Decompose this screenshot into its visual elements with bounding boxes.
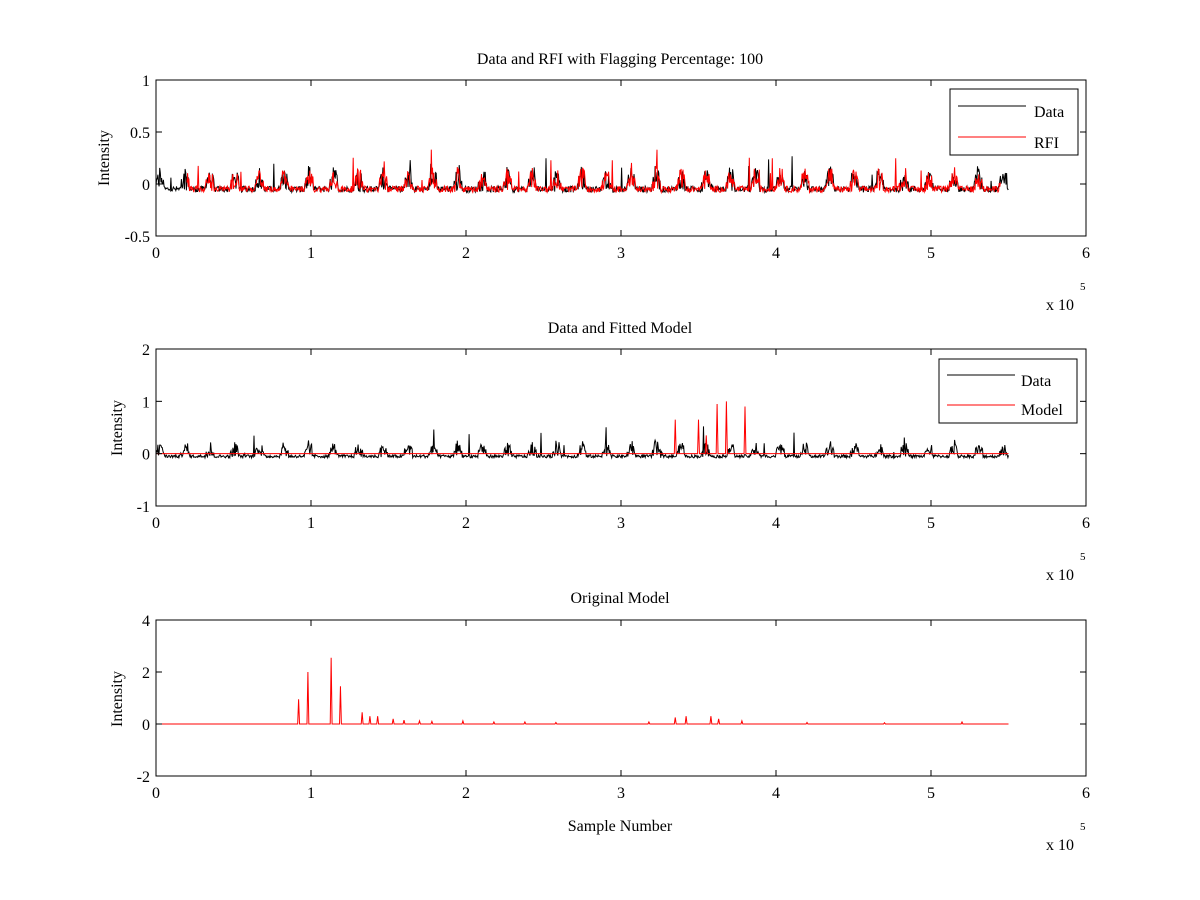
x-tick-label: 3 bbox=[617, 515, 625, 532]
x-tick-label: 5 bbox=[927, 245, 935, 262]
subplot-title: Data and Fitted Model bbox=[548, 320, 693, 337]
y-tick-label: 1 bbox=[142, 73, 150, 90]
legend-entry-data: Data bbox=[1021, 373, 1051, 390]
subplot-original-model: Original Model Intensity Sample Number 0… bbox=[109, 590, 1090, 854]
y-tick-label: 0 bbox=[142, 177, 150, 194]
x-tick-label: 2 bbox=[462, 785, 470, 802]
series-line-model bbox=[156, 657, 1009, 725]
x-multiplier-exponent: 5 bbox=[1080, 551, 1086, 563]
series-line-data bbox=[156, 426, 1009, 460]
legend-entry-model: Model bbox=[1021, 402, 1063, 419]
y-tick-label: 0 bbox=[142, 717, 150, 734]
x-tick-label: 6 bbox=[1082, 515, 1090, 532]
x-multiplier-base: x 10 bbox=[1046, 297, 1074, 314]
y-axis-label: Intensity bbox=[109, 671, 126, 727]
legend: Data Model bbox=[938, 358, 1078, 424]
x-tick-label: 4 bbox=[772, 785, 780, 802]
plot-area bbox=[156, 401, 1009, 460]
legend: Data RFI bbox=[949, 88, 1079, 156]
x-tick-label: 2 bbox=[462, 245, 470, 262]
x-multiplier-base: x 10 bbox=[1046, 837, 1074, 854]
x-axis-label: Sample Number bbox=[568, 818, 673, 835]
series-line-model bbox=[156, 401, 1009, 455]
x-tick-label: 4 bbox=[772, 515, 780, 532]
x-multiplier-exponent: 5 bbox=[1080, 821, 1086, 833]
y-axis-label: Intensity bbox=[109, 400, 126, 456]
x-tick-label: 6 bbox=[1082, 245, 1090, 262]
ticks: 0 1 2 3 4 5 610.50-0.5 bbox=[125, 73, 1090, 262]
y-tick-label: 1 bbox=[142, 394, 150, 411]
subplot-title: Data and RFI with Flagging Percentage: 1… bbox=[477, 51, 763, 68]
x-multiplier-base: x 10 bbox=[1046, 567, 1074, 584]
x-tick-label: 1 bbox=[307, 245, 315, 262]
x-multiplier-exponent: 5 bbox=[1080, 281, 1086, 293]
x-tick-label: 5 bbox=[927, 515, 935, 532]
series-line-rfi bbox=[186, 149, 1001, 195]
x-tick-label: 4 bbox=[772, 245, 780, 262]
subplot-title: Original Model bbox=[570, 590, 670, 607]
y-tick-label: -2 bbox=[137, 769, 150, 786]
legend-box bbox=[949, 88, 1079, 156]
y-tick-label: 2 bbox=[142, 342, 150, 359]
x-tick-label: 2 bbox=[462, 515, 470, 532]
legend-entry-data: Data bbox=[1034, 104, 1064, 121]
x-tick-label: 3 bbox=[617, 785, 625, 802]
x-tick-label: 5 bbox=[927, 785, 935, 802]
y-tick-label: 2 bbox=[142, 665, 150, 682]
x-tick-label: 0 bbox=[152, 785, 160, 802]
plot-area bbox=[156, 657, 1009, 725]
x-tick-label: 1 bbox=[307, 515, 315, 532]
x-tick-label: 3 bbox=[617, 245, 625, 262]
plot-area bbox=[156, 149, 1009, 195]
y-tick-label: -0.5 bbox=[125, 229, 150, 246]
x-tick-label: 0 bbox=[152, 245, 160, 262]
x-tick-label: 1 bbox=[307, 785, 315, 802]
subplot-fitted-model: Data and Fitted Model Intensity 0 1 2 3 4 5 6 2… bbox=[109, 320, 1090, 584]
subplot-rfi-flagging: Data and RFI with Flagging Percentage: 1… bbox=[96, 51, 1090, 314]
x-tick-label: 0 bbox=[152, 515, 160, 532]
legend-entry-rfi: RFI bbox=[1034, 135, 1059, 152]
x-tick-label: 6 bbox=[1082, 785, 1090, 802]
y-tick-label: 0 bbox=[142, 447, 150, 464]
y-tick-label: 4 bbox=[142, 613, 150, 630]
y-tick-label: 0.5 bbox=[130, 125, 150, 142]
y-axis-label: Intensity bbox=[96, 130, 113, 186]
y-tick-label: -1 bbox=[137, 499, 150, 516]
legend-box bbox=[938, 358, 1078, 424]
